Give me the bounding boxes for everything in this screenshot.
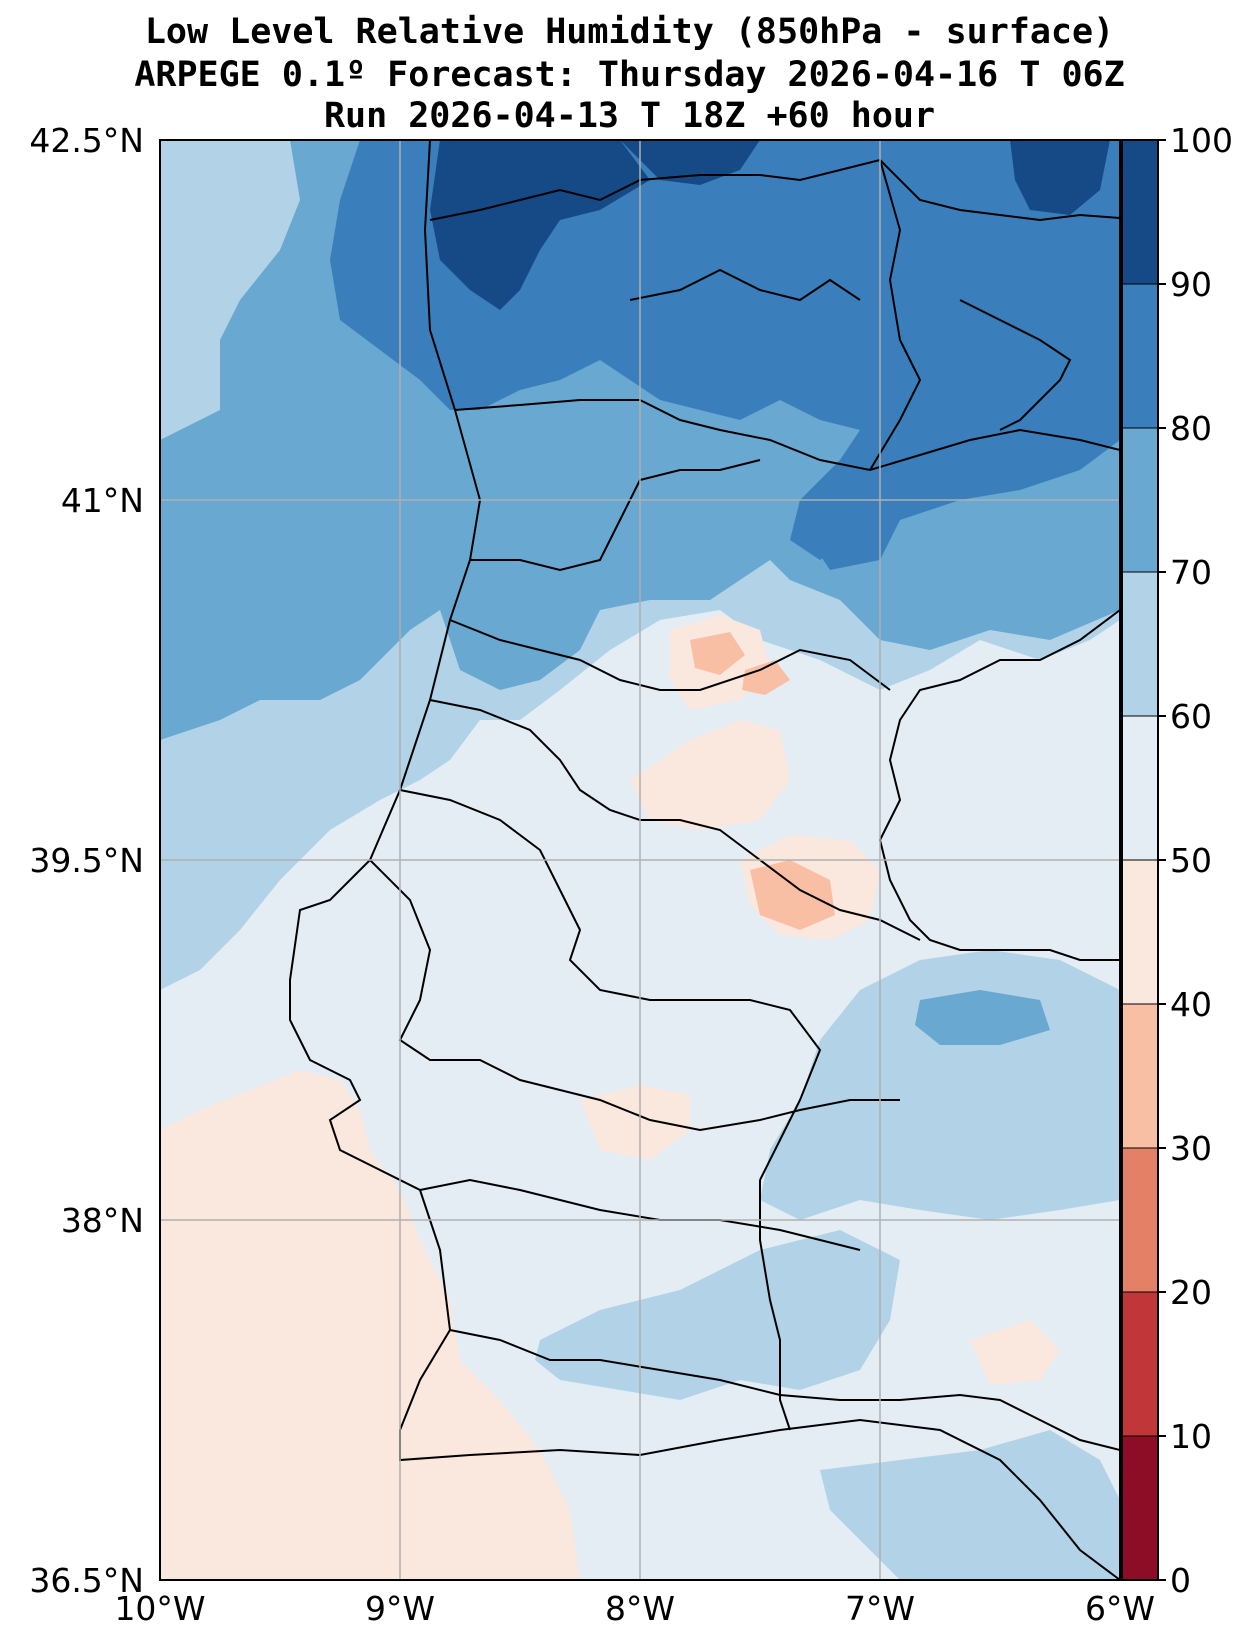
colorbar-tick-label: 10: [1170, 1417, 1212, 1456]
colorbar-tick-labels: 0 10 20 30 40 50 60 70 80 90 100: [1170, 121, 1233, 1600]
colorbar-tick-label: 100: [1170, 121, 1233, 160]
district-border-12: [959, 299, 1072, 431]
district-border-1: [454, 399, 1120, 472]
lon-tick-label: 9°W: [365, 1589, 435, 1628]
colorbar-segment-80-90: [1122, 284, 1158, 428]
lon-tick-label: 8°W: [605, 1589, 675, 1628]
district-border-7: [419, 1178, 861, 1251]
district-border-3: [449, 619, 891, 691]
colorbar-frame: [1121, 139, 1159, 1581]
colorbar-segment-70-80: [1122, 428, 1158, 572]
colorbar-segment-0-10: [1122, 1436, 1158, 1580]
lat-tick-label: 39.5°N: [29, 841, 144, 880]
contour-80-90-east: [810, 300, 1120, 570]
colorbar-tick-label: 60: [1170, 697, 1212, 736]
colorbar-segment-20-30: [1122, 1148, 1158, 1292]
contour-90-100-patch-1: [430, 140, 650, 310]
colorbar-tick-label: 20: [1170, 1273, 1212, 1312]
contour-60-70-southwest-coast: [820, 1430, 1120, 1580]
lon-tick-label: 10°W: [114, 1589, 205, 1628]
latitude-tick-labels: 42.5°N 41°N 39.5°N 38°N 36.5°N: [29, 121, 144, 1600]
contour-90-100-patch-3: [1010, 140, 1110, 215]
district-border-4: [429, 699, 921, 941]
district-border-9: [759, 1180, 791, 1431]
map-frame: [159, 139, 1121, 1581]
lat-tick-label: 36.5°N: [29, 1561, 144, 1600]
colorbar-tick-label: 40: [1170, 985, 1212, 1024]
chart-title-line-3: Run 2026-04-13 T 18Z +60 hour: [323, 96, 936, 136]
colorbar-segment-30-40: [1122, 1004, 1158, 1148]
lat-tick-label: 38°N: [61, 1201, 144, 1240]
colorbar-segment-60-70: [1122, 572, 1158, 716]
lat-tick-label: 42.5°N: [29, 121, 144, 160]
coastlines-and-borders: [289, 140, 1120, 1580]
lat-tick-label: 41°N: [61, 481, 144, 520]
colorbar-tick-label: 50: [1170, 841, 1212, 880]
colorbar-segment-10-20: [1122, 1292, 1158, 1436]
chart-title-line-2: ARPEGE 0.1º Forecast: Thursday 2026-04-1…: [134, 55, 1125, 95]
district-border-6: [369, 859, 900, 1132]
lon-tick-label: 6°W: [1085, 1589, 1155, 1628]
northern-border-spain: [429, 158, 1120, 222]
contour-30-40-patch-2: [742, 660, 790, 695]
eastern-border-spain: [878, 609, 1120, 961]
district-border-2: [470, 459, 761, 572]
colorbar-tick-label: 0: [1170, 1561, 1191, 1600]
contour-30-40-patch-1: [690, 632, 745, 675]
colorbar-segment-50-60: [1122, 716, 1158, 860]
lon-tick-label: 7°W: [845, 1589, 915, 1628]
contour-30-40-patch-3: [750, 860, 835, 930]
colorbar-segment-40-50: [1122, 860, 1158, 1004]
longitude-tick-labels: 10°W 9°W 8°W 7°W 6°W: [114, 1589, 1155, 1628]
colorbar-tick-label: 70: [1170, 553, 1212, 592]
contour-90-100-patch-2: [620, 140, 760, 185]
chart-title-line-1: Low Level Relative Humidity (850hPa - su…: [144, 12, 1115, 52]
contour-40-50-patch-southeast: [970, 1320, 1060, 1385]
contour-60-70-south: [535, 1230, 900, 1400]
district-border-5: [399, 789, 822, 1181]
district-border-8: [449, 1329, 1120, 1451]
colorbar: [1121, 139, 1166, 1581]
colorbar-tick-label: 90: [1170, 265, 1212, 304]
colorbar-tick-label: 30: [1170, 1129, 1212, 1168]
colorbar-segment-90-100: [1122, 140, 1158, 284]
contour-40-50-patch-center: [630, 720, 790, 830]
contour-40-50-offshore: [160, 1070, 580, 1580]
district-border-10: [869, 159, 922, 471]
colorbar-tick-label: 80: [1170, 409, 1212, 448]
contour-70-80-southeast: [915, 990, 1050, 1045]
district-border-11: [629, 268, 861, 302]
